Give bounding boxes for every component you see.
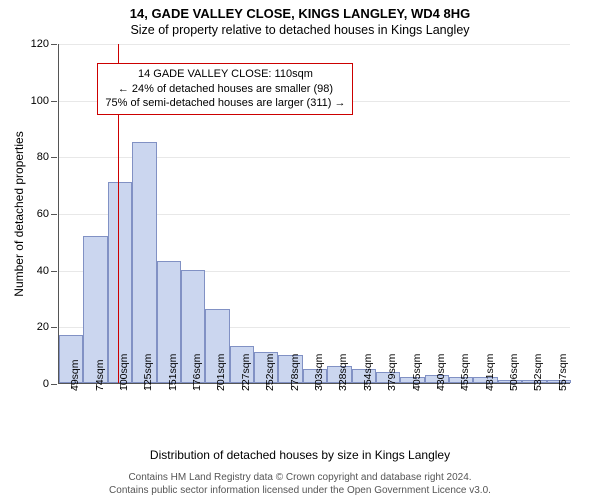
x-tick-label: 532sqm	[532, 354, 544, 391]
x-tick-label: 151sqm	[167, 354, 179, 391]
y-tick-label: 20	[37, 321, 49, 333]
y-tick	[51, 157, 57, 158]
y-tick	[51, 44, 57, 45]
x-tick-label: 506sqm	[508, 354, 520, 391]
chart-title-sub: Size of property relative to detached ho…	[0, 21, 600, 41]
y-tick	[51, 271, 57, 272]
x-tick-label: 379sqm	[386, 354, 398, 391]
y-tick-label: 0	[43, 378, 49, 390]
x-tick-label: 354sqm	[362, 354, 374, 391]
x-tick-label: 201sqm	[215, 354, 227, 391]
y-tick	[51, 214, 57, 215]
y-axis-label: Number of detached properties	[12, 131, 26, 296]
chart-plot-area: 02040608010012049sqm74sqm100sqm125sqm151…	[58, 44, 570, 384]
y-tick	[51, 101, 57, 102]
x-tick-label: 405sqm	[411, 354, 423, 391]
x-tick-label: 481sqm	[484, 354, 496, 391]
x-tick-label: 100sqm	[118, 354, 130, 391]
y-tick-label: 80	[37, 151, 49, 163]
x-tick-label: 430sqm	[435, 354, 447, 391]
x-tick-label: 303sqm	[313, 354, 325, 391]
y-tick	[51, 327, 57, 328]
chart-title-main: 14, GADE VALLEY CLOSE, KINGS LANGLEY, WD…	[0, 0, 600, 21]
x-tick-label: 125sqm	[142, 354, 154, 391]
y-tick	[51, 384, 57, 385]
histogram-bar	[132, 142, 156, 383]
x-tick-label: 455sqm	[459, 354, 471, 391]
x-tick-label: 74sqm	[94, 359, 106, 391]
footer-line2: Contains public sector information licen…	[0, 485, 600, 498]
annotation-line: ← 24% of detached houses are smaller (98…	[105, 82, 345, 97]
y-tick-label: 60	[37, 208, 49, 220]
footer-line1: Contains HM Land Registry data © Crown c…	[0, 472, 600, 485]
annotation-line: 14 GADE VALLEY CLOSE: 110sqm	[105, 67, 345, 82]
y-tick-label: 40	[37, 265, 49, 277]
footer-attribution: Contains HM Land Registry data © Crown c…	[0, 472, 600, 497]
x-tick-label: 278sqm	[289, 354, 301, 391]
plot-box: 02040608010012049sqm74sqm100sqm125sqm151…	[58, 44, 570, 384]
annotation-box: 14 GADE VALLEY CLOSE: 110sqm← 24% of det…	[97, 63, 353, 116]
y-tick-label: 120	[31, 38, 49, 50]
y-tick-label: 100	[31, 95, 49, 107]
x-tick-label: 176sqm	[191, 354, 203, 391]
gridline	[59, 44, 570, 45]
x-axis-label: Distribution of detached houses by size …	[0, 448, 600, 462]
x-tick-label: 227sqm	[240, 354, 252, 391]
annotation-line: 75% of semi-detached houses are larger (…	[105, 96, 345, 111]
x-tick-label: 49sqm	[69, 359, 81, 391]
x-tick-label: 252sqm	[264, 354, 276, 391]
x-tick-label: 557sqm	[557, 354, 569, 391]
x-tick-label: 328sqm	[337, 354, 349, 391]
